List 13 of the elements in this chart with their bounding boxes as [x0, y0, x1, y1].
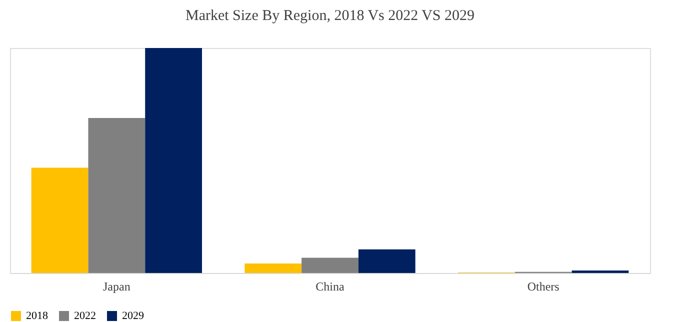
bar	[244, 264, 302, 273]
x-tick-label: China	[316, 280, 345, 294]
bar	[88, 118, 146, 273]
legend-label: 2018	[26, 310, 48, 322]
x-tick-label: Japan	[103, 280, 130, 294]
bar	[31, 168, 88, 273]
chart-title: Market Size By Region, 2018 Vs 2022 VS 2029	[185, 8, 475, 24]
legend-label: 2029	[122, 310, 144, 322]
bar	[358, 249, 416, 273]
bar	[145, 48, 202, 273]
x-tick-label: Others	[527, 280, 560, 294]
legend-label: 2022	[74, 310, 96, 322]
bar	[302, 258, 358, 273]
